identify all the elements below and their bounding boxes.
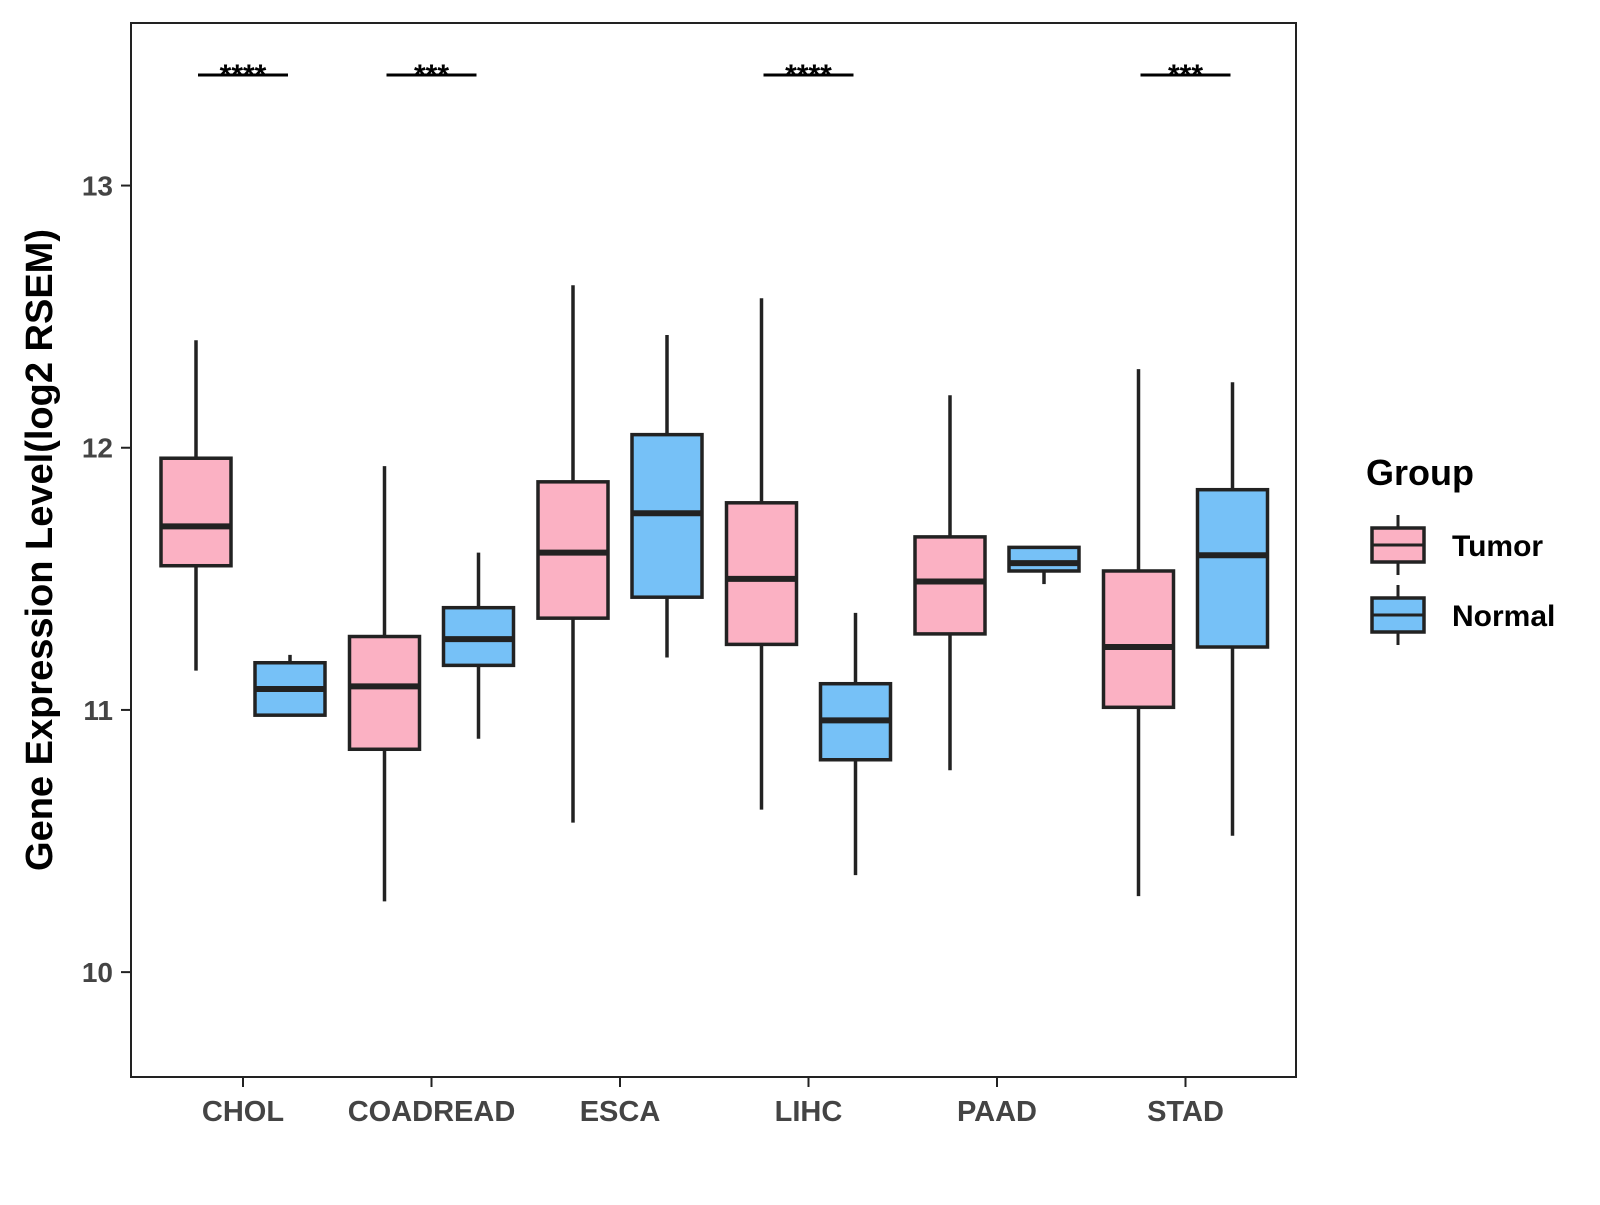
- x-tick-label-chol: CHOL: [202, 1096, 284, 1128]
- box-normal-paad: [1007, 545, 1081, 585]
- x-tick-label-lihc: LIHC: [775, 1096, 843, 1128]
- y-tick-label-11: 11: [83, 695, 113, 726]
- box-normal-lihc: [818, 612, 893, 876]
- legend-item-normal: Normal: [1370, 585, 1555, 645]
- significance-annotations: **** *** **** ***: [198, 59, 1231, 92]
- box-body-tumor-coadread: [347, 634, 422, 752]
- x-axis: CHOL COADREAD ESCA LIHC PAAD STAD: [202, 1077, 1224, 1128]
- box-tumor-coadread: [347, 466, 422, 902]
- box-tumor-esca: [536, 285, 610, 823]
- box-tumor-chol: [159, 340, 233, 671]
- legend-item-tumor: Tumor: [1370, 515, 1543, 575]
- plot-frame: [130, 22, 1297, 1078]
- legend-title: Group: [1366, 452, 1474, 493]
- legend: Group Tumor Normal: [1366, 452, 1555, 645]
- x-tick-label-esca: ESCA: [580, 1096, 661, 1128]
- box-tumor-stad: [1101, 369, 1176, 897]
- sig-label-lihc: ****: [785, 59, 832, 92]
- box-normal-chol: [253, 654, 327, 717]
- box-normal-stad: [1195, 382, 1270, 836]
- y-tick-label-13: 13: [82, 171, 113, 202]
- box-normal-esca: [630, 335, 704, 658]
- legend-label-normal: Normal: [1452, 600, 1555, 633]
- box-body-tumor-stad: [1101, 569, 1176, 710]
- box-tumor-paad: [913, 395, 987, 771]
- legend-label-tumor: Tumor: [1452, 530, 1543, 563]
- x-tick-label-coadread: COADREAD: [348, 1096, 516, 1128]
- box-body-normal-paad: [1007, 545, 1081, 573]
- y-axis: 10 11 12 13: [82, 171, 131, 988]
- y-tick-label-10: 10: [82, 957, 113, 988]
- box-tumor-lihc: [724, 298, 799, 810]
- sig-label-stad: ***: [1168, 59, 1203, 92]
- y-axis-title: Gene Expression Level(log2 RSEM): [19, 229, 61, 871]
- box-body-tumor-chol: [159, 456, 233, 568]
- y-tick-label-12: 12: [82, 433, 113, 464]
- box-body-normal-stad: [1195, 487, 1270, 649]
- box-normal-coadread: [441, 552, 516, 739]
- boxes-layer: [159, 285, 1270, 902]
- x-tick-label-paad: PAAD: [957, 1096, 1037, 1128]
- box-body-tumor-lihc: [724, 501, 799, 647]
- sig-label-coadread: ***: [414, 59, 449, 92]
- sig-label-chol: ****: [220, 59, 267, 92]
- box-body-tumor-paad: [913, 535, 987, 636]
- x-tick-label-stad: STAD: [1147, 1096, 1224, 1128]
